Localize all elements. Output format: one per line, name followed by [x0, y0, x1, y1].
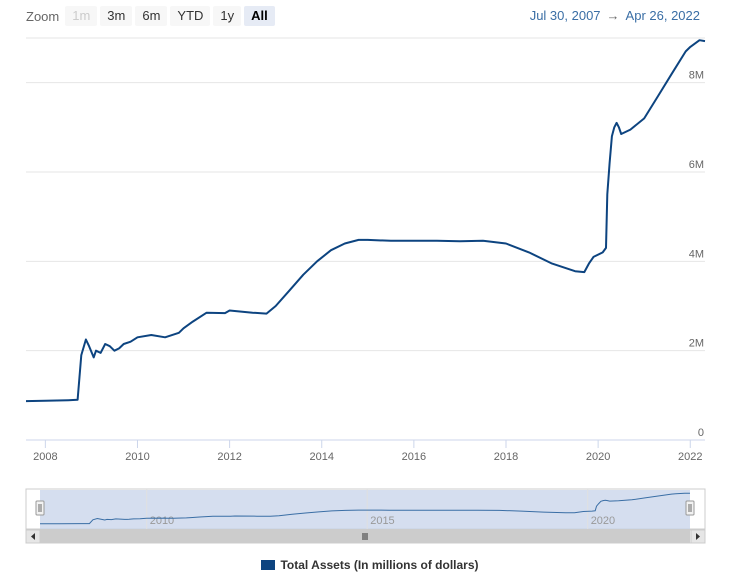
- navigator: 2010 2015 2020: [25, 488, 706, 544]
- navigator-tick-label: 2020: [591, 515, 615, 527]
- navigator-selected-range[interactable]: [40, 490, 690, 529]
- x-tick-label: 2016: [402, 451, 426, 463]
- legend-item-label[interactable]: Total Assets (In millions of dollars): [280, 558, 479, 572]
- zoom-3m-button[interactable]: 3m: [100, 6, 133, 26]
- x-tick-label: 2010: [125, 451, 149, 463]
- zoom-ytd-button[interactable]: YTD: [170, 6, 211, 26]
- navigator-tick-label: 2010: [150, 515, 174, 527]
- x-axis: 2008 2010 2012 2014 2016 2018 2020 2022: [26, 439, 705, 463]
- zoom-all-button[interactable]: All: [244, 6, 275, 26]
- arrow-right-icon: [696, 533, 700, 540]
- y-tick-label: 0: [698, 427, 704, 439]
- navigator-handle-left[interactable]: [35, 500, 45, 516]
- zoom-1m-button[interactable]: 1m: [65, 6, 98, 26]
- y-axis-labels: 0 2M 4M 6M 8M: [689, 70, 704, 439]
- zoom-1y-button[interactable]: 1y: [213, 6, 242, 26]
- zoom-label: Zoom: [26, 8, 60, 24]
- legend-swatch: [261, 560, 276, 570]
- legend[interactable]: Total Assets (In millions of dollars): [0, 558, 740, 572]
- x-tick-label: 2022: [678, 451, 702, 463]
- x-tick-label: 2008: [33, 451, 57, 463]
- x-tick-label: 2012: [217, 451, 241, 463]
- series-line-total-assets[interactable]: [25, 39, 706, 403]
- zoom-bar: Zoom 1m 3m 6m YTD 1y All: [26, 5, 278, 27]
- range-arrow: →: [606, 8, 620, 23]
- x-tick-label: 2020: [586, 451, 610, 463]
- series-group: [25, 39, 706, 403]
- range-from-date[interactable]: Jul 30, 2007: [529, 8, 601, 23]
- y-tick-label: 4M: [689, 248, 704, 260]
- navigator-tick-label: 2015: [370, 515, 394, 527]
- y-tick-label: 6M: [689, 159, 704, 171]
- y-tick-label: 8M: [689, 70, 704, 82]
- arrow-left-icon: [31, 533, 35, 540]
- zoom-6m-button[interactable]: 6m: [135, 6, 168, 26]
- y-tick-label: 2M: [689, 338, 704, 350]
- navigator-series-line: [40, 492, 691, 525]
- navigator-handle-right[interactable]: [685, 500, 695, 516]
- x-tick-label: 2014: [309, 451, 333, 463]
- range-to-date[interactable]: Apr 26, 2022: [625, 8, 700, 23]
- date-range: Jul 30, 2007 → Apr 26, 2022: [530, 8, 700, 23]
- x-tick-label: 2018: [494, 451, 518, 463]
